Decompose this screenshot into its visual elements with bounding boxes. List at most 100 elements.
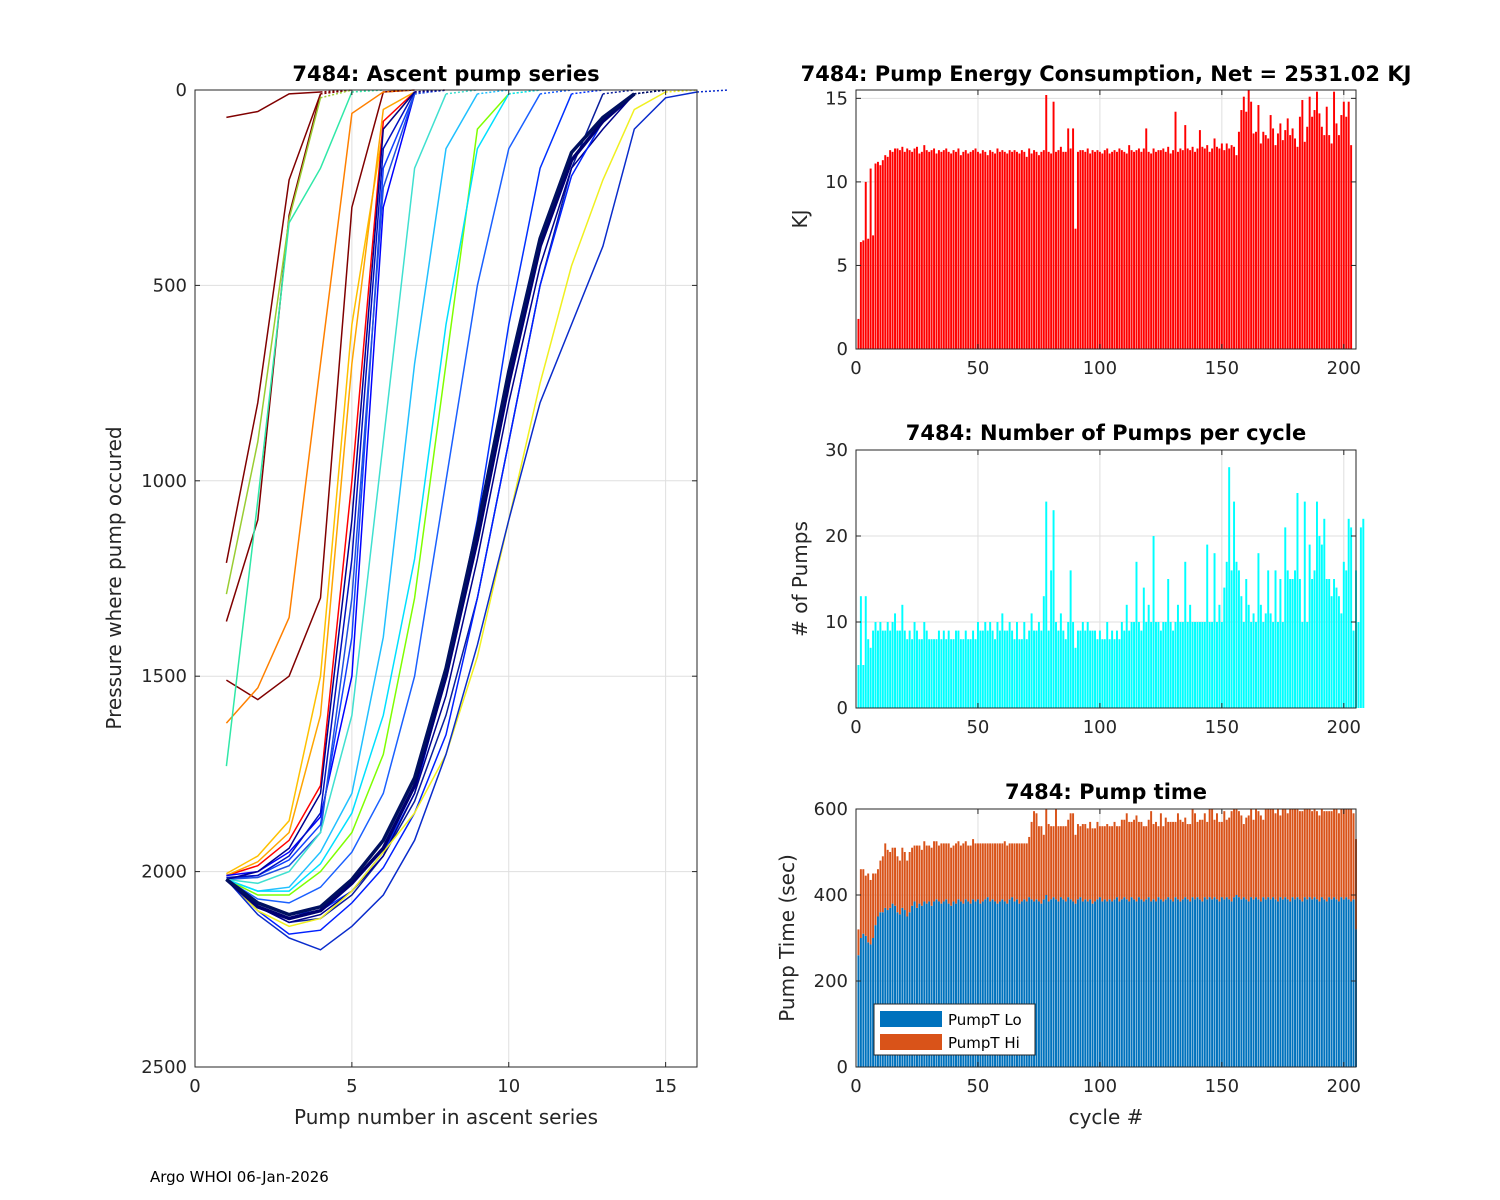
pumpt-lo-bar [1006, 903, 1009, 1067]
pumpt-hi-bar [1276, 809, 1279, 902]
pumpt-lo-bar [1294, 899, 1296, 1067]
pumpt-lo-bar [1135, 901, 1138, 1067]
pumps-bar [896, 630, 899, 708]
pumps-bar [1281, 622, 1284, 708]
pumpt-hi-bar [1174, 821, 1177, 898]
pumpt-lo-bar [1055, 899, 1057, 1067]
energy-bar [1184, 125, 1187, 349]
pumpt-lo-bar [1340, 897, 1343, 1067]
energy-bar [930, 150, 933, 349]
pumpt-lo-bar [1352, 899, 1355, 1067]
energy-bar [1281, 140, 1284, 349]
pumptime-axes-box [855, 808, 1357, 1068]
pumpt-hi-bar [1074, 834, 1077, 904]
pumpt-hi-bar [1203, 813, 1206, 898]
pumps-bar [1150, 622, 1153, 708]
pumps-bar [1230, 570, 1233, 708]
pumpt-lo-bar [1096, 899, 1099, 1067]
x-tick-label: 150 [1205, 358, 1239, 379]
pumpt-hi-bar [923, 841, 926, 902]
pumps-bar [1262, 622, 1265, 708]
energy-bar [959, 155, 962, 349]
pumpt-lo-bar [1079, 897, 1082, 1067]
ascent-surface-segment [696, 89, 729, 93]
pumps-bar [1337, 596, 1340, 708]
pumpt-lo-bar [864, 935, 867, 1067]
energy-bar [1284, 130, 1287, 349]
x-tick-label: 0 [189, 1076, 200, 1097]
pumps-bar [942, 630, 945, 708]
pumps-bar [1113, 639, 1116, 708]
energy-bar [1059, 146, 1062, 349]
pumpt-hi-bar [1147, 819, 1150, 898]
pumpt-hi-bar [930, 847, 933, 906]
pumpt-lo-bar [1255, 897, 1257, 1067]
pumpt-lo-bar [867, 942, 870, 1067]
energy-bar [1279, 123, 1282, 349]
pumpt-lo-bar [1042, 899, 1045, 1067]
energy-bar [1240, 110, 1243, 349]
energy-bar [1320, 126, 1323, 349]
pumps-bar [1052, 510, 1055, 708]
energy-bar [1179, 148, 1182, 349]
pumpt-lo-bar [986, 897, 989, 1067]
pumpt-lo-bar [1025, 901, 1028, 1067]
ascent-surface-segment [320, 89, 352, 95]
energy-bar [1296, 146, 1299, 349]
pumpt-lo-bar [1074, 903, 1077, 1067]
pumpt-hi-bar [1086, 828, 1089, 902]
energy-bar [1023, 151, 1026, 349]
pumpt-hi-bar [945, 843, 948, 900]
pumpt-lo-bar [1303, 897, 1306, 1067]
pumpt-hi-bar [1250, 809, 1253, 898]
energy-bar [1172, 150, 1175, 349]
energy-bar [1223, 150, 1226, 349]
pumps-bar [920, 639, 923, 708]
energy-bar [1335, 123, 1338, 349]
pumps-bar [930, 639, 933, 708]
pumps-bar [1081, 622, 1084, 708]
energy-bar [1055, 151, 1057, 349]
pumpt-hi-bar [1237, 811, 1240, 898]
pumpt-hi-bar [886, 849, 889, 911]
pumpt-lo-bar [1011, 897, 1014, 1067]
pumps-bar [937, 630, 940, 708]
pumps-bar [1340, 613, 1343, 708]
y-tick-label: 10 [825, 612, 848, 633]
ascent-axes-box [194, 89, 698, 1068]
ascent-surface-segment [540, 89, 572, 95]
energy-bar [903, 151, 906, 349]
energy-bar [1006, 153, 1009, 349]
energy-bar [1196, 148, 1199, 349]
pumpt-lo-bar [1176, 899, 1179, 1067]
energy-bar [1216, 146, 1218, 349]
pumpt-lo-bar [1020, 901, 1023, 1067]
pumps-bar [1028, 630, 1031, 708]
pumpt-lo-bar [945, 899, 948, 1067]
pumpt-lo-bar [1316, 899, 1318, 1067]
pumpt-hi-bar [1286, 813, 1289, 900]
pumpt-lo-bar [1179, 901, 1182, 1067]
pumpt-hi-bar [1347, 809, 1350, 900]
pumpt-lo-bar [1257, 899, 1260, 1067]
pumps-bar [1330, 596, 1333, 708]
pumpt-lo-bar [906, 916, 909, 1067]
pumpt-lo-bar [1069, 899, 1072, 1067]
y-tick-label: 1500 [141, 666, 187, 687]
ascent-surface-segment [477, 89, 509, 95]
pumpt-lo-bar [964, 899, 967, 1067]
pumpt-lo-bar [894, 905, 896, 1067]
pumpt-hi-bar [862, 869, 865, 934]
pumpt-lo-bar [1213, 897, 1216, 1067]
pumps-bar [1257, 553, 1260, 708]
ascent-series-line [226, 91, 321, 119]
pumpt-hi-bar [1206, 821, 1209, 900]
pumpt-lo-bar [930, 905, 933, 1067]
pumpt-lo-bar [1274, 899, 1277, 1067]
energy-bar [1140, 151, 1143, 349]
pumps-bar [1196, 622, 1199, 708]
y-tick-label: 0 [837, 339, 848, 360]
pumpt-hi-bar [1013, 843, 1016, 902]
pumps-bar [1152, 536, 1155, 708]
